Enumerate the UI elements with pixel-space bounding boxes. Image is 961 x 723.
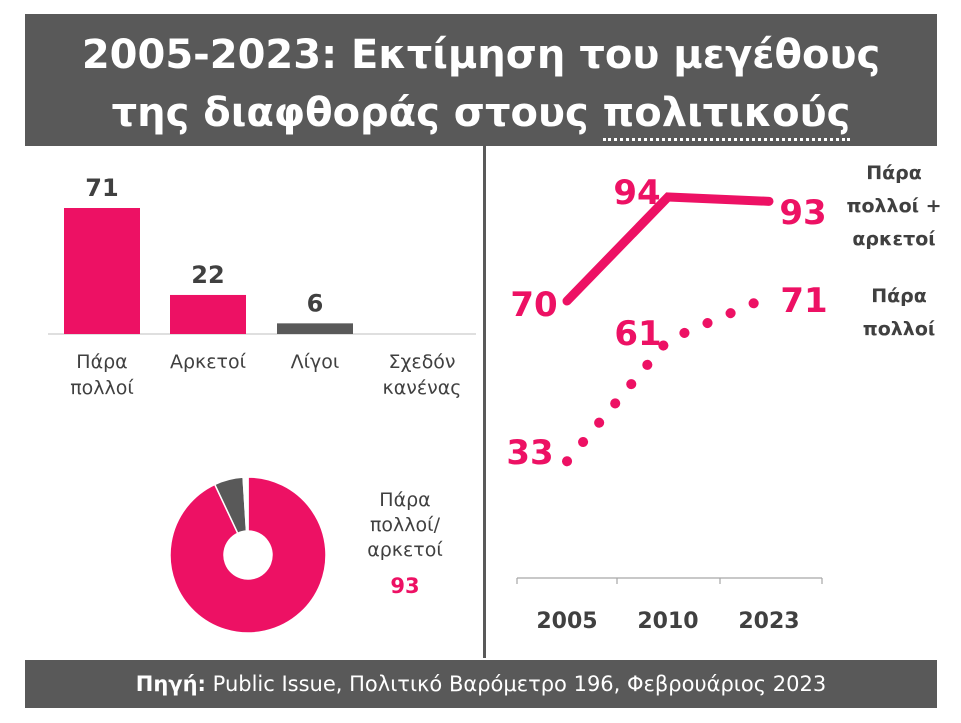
line-dotted-series-name-2: πολλοί [863, 318, 936, 340]
title-banner: 2005-2023: Εκτίμηση του μεγέθους της δια… [25, 14, 937, 146]
line-solid-series-name-2: πολλοί + [846, 195, 941, 217]
donut-slice-3 [242, 476, 249, 532]
line-solid-series-name-1: Πάρα [866, 162, 922, 184]
title-line-2-underlined: πολιτικούς [602, 90, 851, 141]
title-line-1: 2005-2023: Εκτίμηση του μεγέθους [81, 32, 881, 78]
donut-label-line-3: αρκετοί [367, 539, 443, 561]
bar-category-label-1-2: πολλοί [70, 377, 134, 399]
bar-1 [64, 208, 140, 334]
bar-category-label-2-1: Αρκετοί [170, 351, 247, 373]
title-line-2: της διαφθοράς στους πολιτικούς [25, 90, 937, 141]
source-footer: Πηγή: Public Issue, Πολιτικό Βαρόμετρο 1… [25, 660, 937, 708]
bar-category-label-4-2: κανένας [383, 377, 462, 399]
line-dotted-series-name-1: Πάρα [871, 285, 927, 307]
bar-value-label-2: 22 [191, 261, 224, 289]
line-solid-series-name-3: αρκετοί [852, 228, 935, 250]
line-x-label-2: 2010 [637, 609, 698, 634]
source-text: Public Issue, Πολιτικό Βαρόμετρο 196, Φε… [205, 672, 827, 696]
line-solid-point-label-2: 94 [613, 173, 660, 213]
line-x-label-1: 2005 [536, 609, 597, 634]
panel-divider [483, 146, 486, 658]
line-series-solid [562, 192, 774, 306]
bar-2 [170, 294, 246, 334]
bar-category-label-3-1: Λίγοι [291, 351, 340, 373]
donut-label-value: 93 [390, 574, 419, 598]
donut-slice-1 [169, 476, 327, 634]
bar-value-label-3: 6 [307, 289, 324, 317]
line-dotted-point-label-3: 71 [780, 281, 827, 321]
bar-value-label-1: 71 [85, 174, 118, 202]
line-dotted-point-label-2: 61 [614, 314, 661, 354]
line-solid-point-label-1: 70 [510, 285, 557, 325]
title-line-2-plain: της διαφθοράς στους [111, 90, 603, 136]
line-series-dotted [562, 291, 774, 467]
bar-category-label-4-1: Σχεδόν [388, 351, 455, 373]
bar-category-label-1-1: Πάρα [76, 351, 127, 373]
donut-label-line-1: Πάρα [379, 489, 430, 511]
bar-3 [277, 323, 353, 334]
line-dotted-point-label-1: 33 [506, 433, 553, 473]
source-label: Πηγή: [135, 672, 206, 696]
donut-label-line-2: πολλοί/ [370, 514, 441, 536]
line-solid-point-label-3: 93 [779, 193, 826, 233]
line-x-label-3: 2023 [738, 609, 799, 634]
